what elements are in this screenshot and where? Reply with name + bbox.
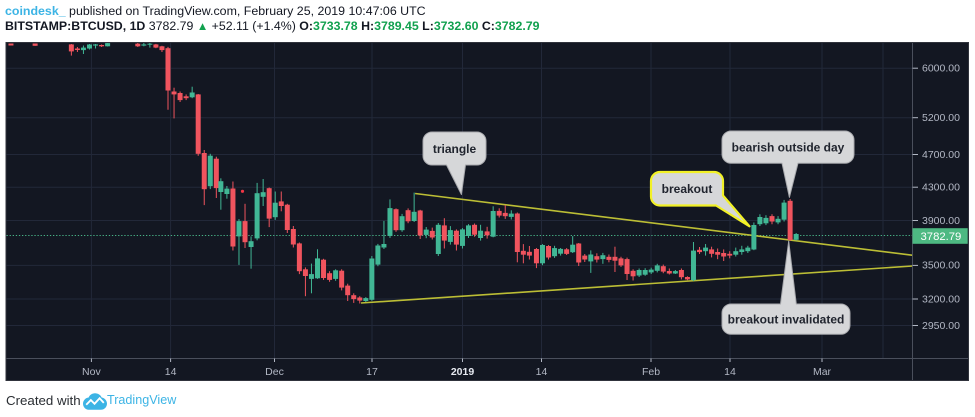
svg-text:Mar: Mar <box>813 366 832 378</box>
svg-text:14: 14 <box>165 366 177 378</box>
svg-text:Dec: Dec <box>265 366 284 378</box>
svg-text:4700.00: 4700.00 <box>922 149 960 161</box>
svg-text:14: 14 <box>724 366 736 378</box>
svg-text:6000.00: 6000.00 <box>922 62 960 74</box>
svg-text:breakout invalidated: breakout invalidated <box>728 313 845 327</box>
svg-text:3200.00: 3200.00 <box>922 293 960 305</box>
svg-text:3900.00: 3900.00 <box>922 215 960 227</box>
svg-text:Nov: Nov <box>82 366 101 378</box>
svg-text:3500.00: 3500.00 <box>922 260 960 272</box>
svg-text:bearish outside day: bearish outside day <box>732 141 845 155</box>
svg-text:3782.79: 3782.79 <box>921 231 962 243</box>
svg-text:4300.00: 4300.00 <box>922 181 960 193</box>
svg-text:triangle: triangle <box>433 142 477 156</box>
svg-text:17: 17 <box>366 366 378 378</box>
svg-text:2019: 2019 <box>451 366 475 378</box>
svg-text:breakout: breakout <box>662 182 713 196</box>
svg-text:5200.00: 5200.00 <box>922 112 960 124</box>
svg-text:14: 14 <box>536 366 548 378</box>
svg-text:Feb: Feb <box>642 366 660 378</box>
svg-text:2950.00: 2950.00 <box>922 320 960 332</box>
